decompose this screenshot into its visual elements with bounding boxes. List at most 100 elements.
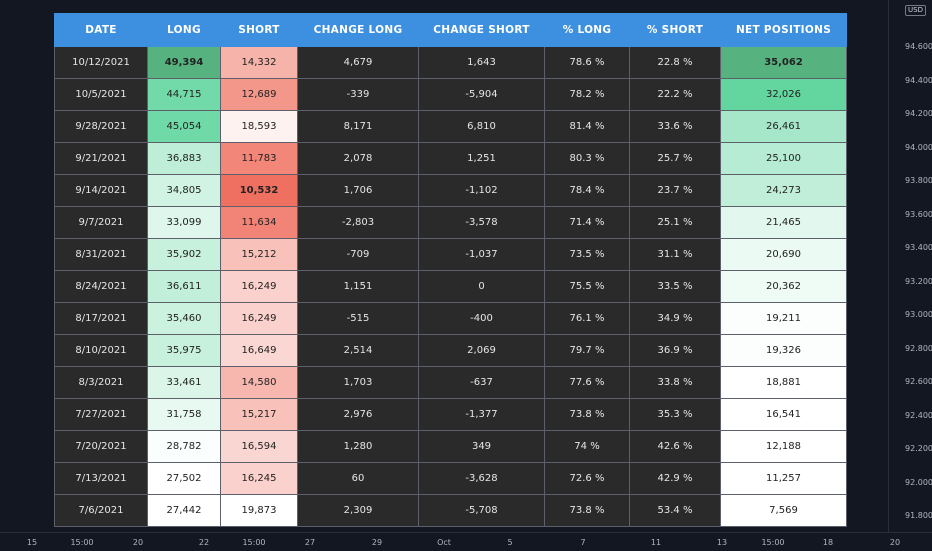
cot-table: DATE LONG SHORT CHANGE LONG CHANGE SHORT% LO…: [54, 13, 847, 527]
net-positions-cell: 25,100: [720, 142, 847, 175]
net-positions-cell: 16,541: [720, 398, 847, 431]
table-header: DATE LONG SHORT CHANGE LONG CHANGE SHORT% LO…: [54, 13, 847, 47]
change-short-cell: -1,377: [418, 398, 545, 431]
change-long-cell: -2,803: [297, 206, 419, 239]
long-cell: 35,460: [147, 302, 221, 335]
long-cell: 33,461: [147, 366, 221, 399]
date-cell: 8/17/2021: [54, 302, 148, 335]
date-cell: 7/6/2021: [54, 494, 148, 527]
table-row: 9/28/2021 45,054 18,593 8,171 6,810 81.4 % 33.…: [54, 110, 847, 143]
change-long-cell: 1,706: [297, 174, 419, 207]
date-cell: 7/20/2021: [54, 430, 148, 463]
short-cell: 14,332: [220, 46, 298, 79]
price-tick-label: 92.800: [905, 343, 932, 353]
long-cell: 27,442: [147, 494, 221, 527]
long-cell: 45,054: [147, 110, 221, 143]
table-row: 7/13/2021 27,502 16,245 60 -3,628 72.6 % 42.9 …: [54, 462, 847, 495]
time-tick-label: Oct: [437, 538, 451, 547]
pct-short-cell: 42.9 %: [629, 462, 721, 495]
change-short-cell: 1,643: [418, 46, 545, 79]
chart-area[interactable]: DATE LONG SHORT CHANGE LONG CHANGE SHORT% LO…: [0, 0, 888, 532]
date-cell: 10/5/2021: [54, 78, 148, 111]
time-tick-label: 20: [132, 538, 144, 547]
change-long-cell: 4,679: [297, 46, 419, 79]
net-positions-cell: 19,211: [720, 302, 847, 335]
price-tick-label: 93.800: [905, 176, 932, 185]
change-long-cell: 2,514: [297, 334, 419, 367]
long-cell: 36,883: [147, 142, 221, 175]
time-tick-label: 15:00: [70, 538, 94, 547]
net-positions-cell: 11,257: [720, 462, 847, 495]
header-row: DATE LONG SHORT CHANGE LONG CHANGE SHORT% LO…: [54, 13, 847, 47]
time-tick-label: 5: [507, 538, 513, 547]
pct-short-cell: 36.9 %: [629, 334, 721, 367]
date-cell: 8/3/2021: [54, 366, 148, 399]
pct-long-cell: 79.7 %: [544, 334, 630, 367]
price-tick-label: 92.200: [905, 444, 932, 453]
net-positions-cell: 19,326: [720, 334, 847, 367]
pct-long-cell: 80.3 %: [544, 142, 630, 175]
change-long-cell: 2,078: [297, 142, 419, 175]
header-cell: NET POSITIONS: [720, 13, 847, 47]
price-axis[interactable]: USD 94.600 94.400 94.200 94.000 93.800 93.600…: [888, 0, 932, 532]
table-row: 10/5/2021 44,715 12,689 -339 -5,904 78.2 % 22.…: [54, 78, 847, 111]
header-cell: DATE: [54, 13, 148, 47]
short-cell: 10,532: [220, 174, 298, 207]
pct-long-cell: 73.8 %: [544, 398, 630, 431]
time-axis[interactable]: 15 15:00 20 22 15:00 27 29 Oct 5 7 11 13 15:00 18 20: [0, 532, 932, 551]
header-cell: % LONG: [544, 13, 630, 47]
time-tick-label: 15:00: [242, 538, 266, 547]
table-row: 8/17/2021 35,460 16,249 -515 -400 76.1 % 34.9 …: [54, 302, 847, 335]
short-cell: 16,245: [220, 462, 298, 495]
short-cell: 14,580: [220, 366, 298, 399]
pct-long-cell: 77.6 %: [544, 366, 630, 399]
currency-badge[interactable]: USD: [905, 5, 926, 16]
pct-short-cell: 33.8 %: [629, 366, 721, 399]
net-positions-cell: 35,062: [720, 46, 847, 79]
short-cell: 11,783: [220, 142, 298, 175]
short-cell: 19,873: [220, 494, 298, 527]
change-long-cell: 1,280: [297, 430, 419, 463]
price-tick-label: 94.200: [905, 109, 932, 118]
price-tick-label: 94.000: [905, 142, 932, 152]
change-short-cell: -400: [418, 302, 545, 335]
change-long-cell: 1,703: [297, 366, 419, 399]
time-tick-label: 18: [822, 538, 834, 547]
table-row: 9/21/2021 36,883 11,783 2,078 1,251 80.3 % 25.…: [54, 142, 847, 175]
header-cell: CHANGE SHORT: [418, 13, 545, 47]
price-tick-label: 93.400: [905, 243, 932, 252]
change-long-cell: -709: [297, 238, 419, 271]
time-tick-label: 27: [304, 538, 316, 547]
price-tick-label: 92.400: [905, 410, 932, 420]
date-cell: 9/7/2021: [54, 206, 148, 239]
net-positions-cell: 21,465: [720, 206, 847, 239]
net-positions-cell: 18,881: [720, 366, 847, 399]
table-row: 7/6/2021 27,442 19,873 2,309 -5,708 73.8 % 53.…: [54, 494, 847, 527]
pct-long-cell: 73.5 %: [544, 238, 630, 271]
price-tick-label: 93.200: [905, 276, 932, 286]
pct-short-cell: 33.6 %: [629, 110, 721, 143]
price-tick-label: 92.000: [905, 477, 932, 487]
header-cell: % SHORT: [629, 13, 721, 47]
pct-short-cell: 23.7 %: [629, 174, 721, 207]
change-short-cell: 6,810: [418, 110, 545, 143]
pct-long-cell: 73.8 %: [544, 494, 630, 527]
net-positions-cell: 26,461: [720, 110, 847, 143]
pct-short-cell: 22.2 %: [629, 78, 721, 111]
change-long-cell: 1,151: [297, 270, 419, 303]
table-body: 10/12/2021 49,394 14,332 4,679 1,643 78.6 % 22…: [54, 46, 847, 527]
pct-short-cell: 33.5 %: [629, 270, 721, 303]
date-cell: 7/27/2021: [54, 398, 148, 431]
pct-short-cell: 35.3 %: [629, 398, 721, 431]
long-cell: 44,715: [147, 78, 221, 111]
change-short-cell: 2,069: [418, 334, 545, 367]
short-cell: 15,217: [220, 398, 298, 431]
change-short-cell: 0: [418, 270, 545, 303]
price-tick-label: 93.600: [905, 209, 932, 219]
change-short-cell: 349: [418, 430, 545, 463]
long-cell: 49,394: [147, 46, 221, 79]
long-cell: 31,758: [147, 398, 221, 431]
long-cell: 35,902: [147, 238, 221, 271]
long-cell: 36,611: [147, 270, 221, 303]
change-short-cell: -1,102: [418, 174, 545, 207]
